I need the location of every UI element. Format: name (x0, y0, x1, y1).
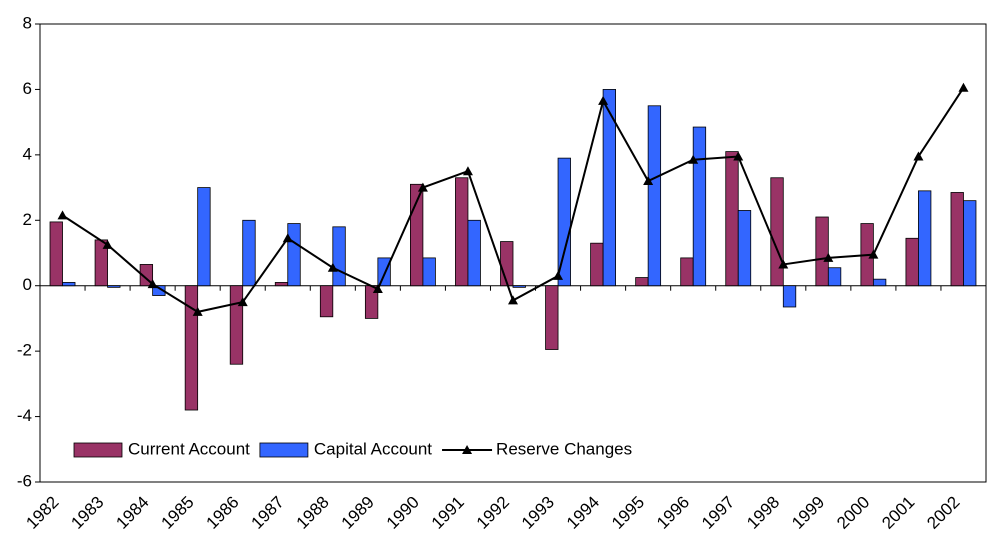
marker (688, 154, 699, 164)
marker (237, 297, 248, 307)
y-tick-label: -4 (17, 406, 32, 425)
bar (242, 219, 256, 287)
bar (184, 285, 199, 411)
y-tick-label: 2 (23, 210, 32, 229)
marker (327, 262, 338, 272)
x-tick-label: 1984 (112, 493, 152, 533)
x-tick-label: 1995 (608, 493, 648, 533)
bar (229, 285, 244, 365)
x-tick-label: 1987 (248, 493, 288, 533)
marker (778, 259, 789, 269)
marker (823, 252, 834, 262)
marker (958, 82, 969, 92)
marker (733, 151, 744, 161)
x-tick-label: 1983 (67, 493, 107, 533)
y-tick-label: 4 (23, 144, 32, 163)
bar (557, 157, 571, 287)
bar (377, 257, 391, 287)
x-tick-label: 1996 (653, 493, 693, 533)
bar (737, 210, 752, 287)
y-tick-label: -6 (17, 471, 32, 490)
x-tick-label: 1992 (473, 493, 513, 533)
bar (827, 267, 842, 287)
legend-label: Current Account (128, 439, 250, 458)
x-tick-label: 1988 (293, 493, 333, 533)
plot-frame (39, 23, 987, 483)
bar (332, 226, 346, 287)
bar (963, 200, 977, 287)
x-tick-label: 1999 (788, 493, 828, 533)
x-tick-label: 1989 (338, 493, 378, 533)
bar (770, 177, 784, 287)
y-tick-label: -2 (17, 341, 32, 360)
x-tick-label: 1997 (698, 493, 738, 533)
marker (417, 182, 428, 192)
marker (913, 151, 924, 161)
bar (590, 242, 604, 287)
bar (647, 105, 662, 287)
bar (107, 285, 121, 288)
x-tick-label: 1990 (383, 493, 423, 533)
x-tick-label: 1985 (157, 493, 197, 533)
y-tick-label: 6 (23, 79, 32, 98)
marker (372, 283, 383, 293)
marker (102, 239, 113, 249)
x-tick-label: 1998 (743, 493, 783, 533)
y-tick-label: 8 (23, 13, 32, 32)
bar (872, 278, 887, 287)
bar (62, 282, 76, 287)
bar (500, 241, 514, 287)
x-tick-label: 2001 (878, 493, 918, 533)
marker (643, 176, 654, 186)
bar (455, 177, 469, 287)
bar (950, 192, 964, 287)
bar (467, 219, 481, 287)
bar (602, 89, 616, 287)
marker (868, 249, 879, 259)
legend-marker (462, 445, 473, 454)
marker (282, 233, 293, 243)
bar (725, 151, 739, 287)
marker (598, 95, 609, 105)
bar (635, 277, 649, 287)
x-tick-label: 1994 (563, 493, 603, 533)
legend-swatch (259, 442, 309, 458)
bar (422, 257, 436, 287)
y-tick-label: 0 (23, 275, 32, 294)
bar (692, 126, 707, 287)
x-tick-label: 2002 (923, 493, 963, 533)
bar (905, 237, 919, 287)
legend-label: Capital Account (314, 439, 432, 458)
bar (197, 187, 211, 287)
bar (680, 257, 694, 287)
legend-swatch (73, 442, 123, 458)
bar (815, 216, 829, 287)
marker (57, 210, 68, 220)
bar (287, 223, 301, 287)
bar (274, 282, 289, 287)
x-tick-label: 1991 (428, 493, 468, 533)
bar (319, 285, 334, 318)
x-tick-label: 2000 (833, 493, 873, 533)
x-tick-label: 1986 (203, 493, 243, 533)
bar (49, 221, 63, 287)
bar (512, 285, 526, 288)
marker (147, 279, 158, 289)
marker (553, 270, 564, 280)
bar (545, 285, 559, 350)
marker (192, 306, 203, 316)
bar (918, 190, 932, 287)
legend-label: Reserve Changes (496, 439, 632, 458)
x-tick-label: 1993 (518, 493, 558, 533)
x-tick-label: 1982 (22, 493, 62, 533)
marker (508, 295, 518, 305)
bar (782, 285, 797, 308)
marker (462, 166, 473, 176)
